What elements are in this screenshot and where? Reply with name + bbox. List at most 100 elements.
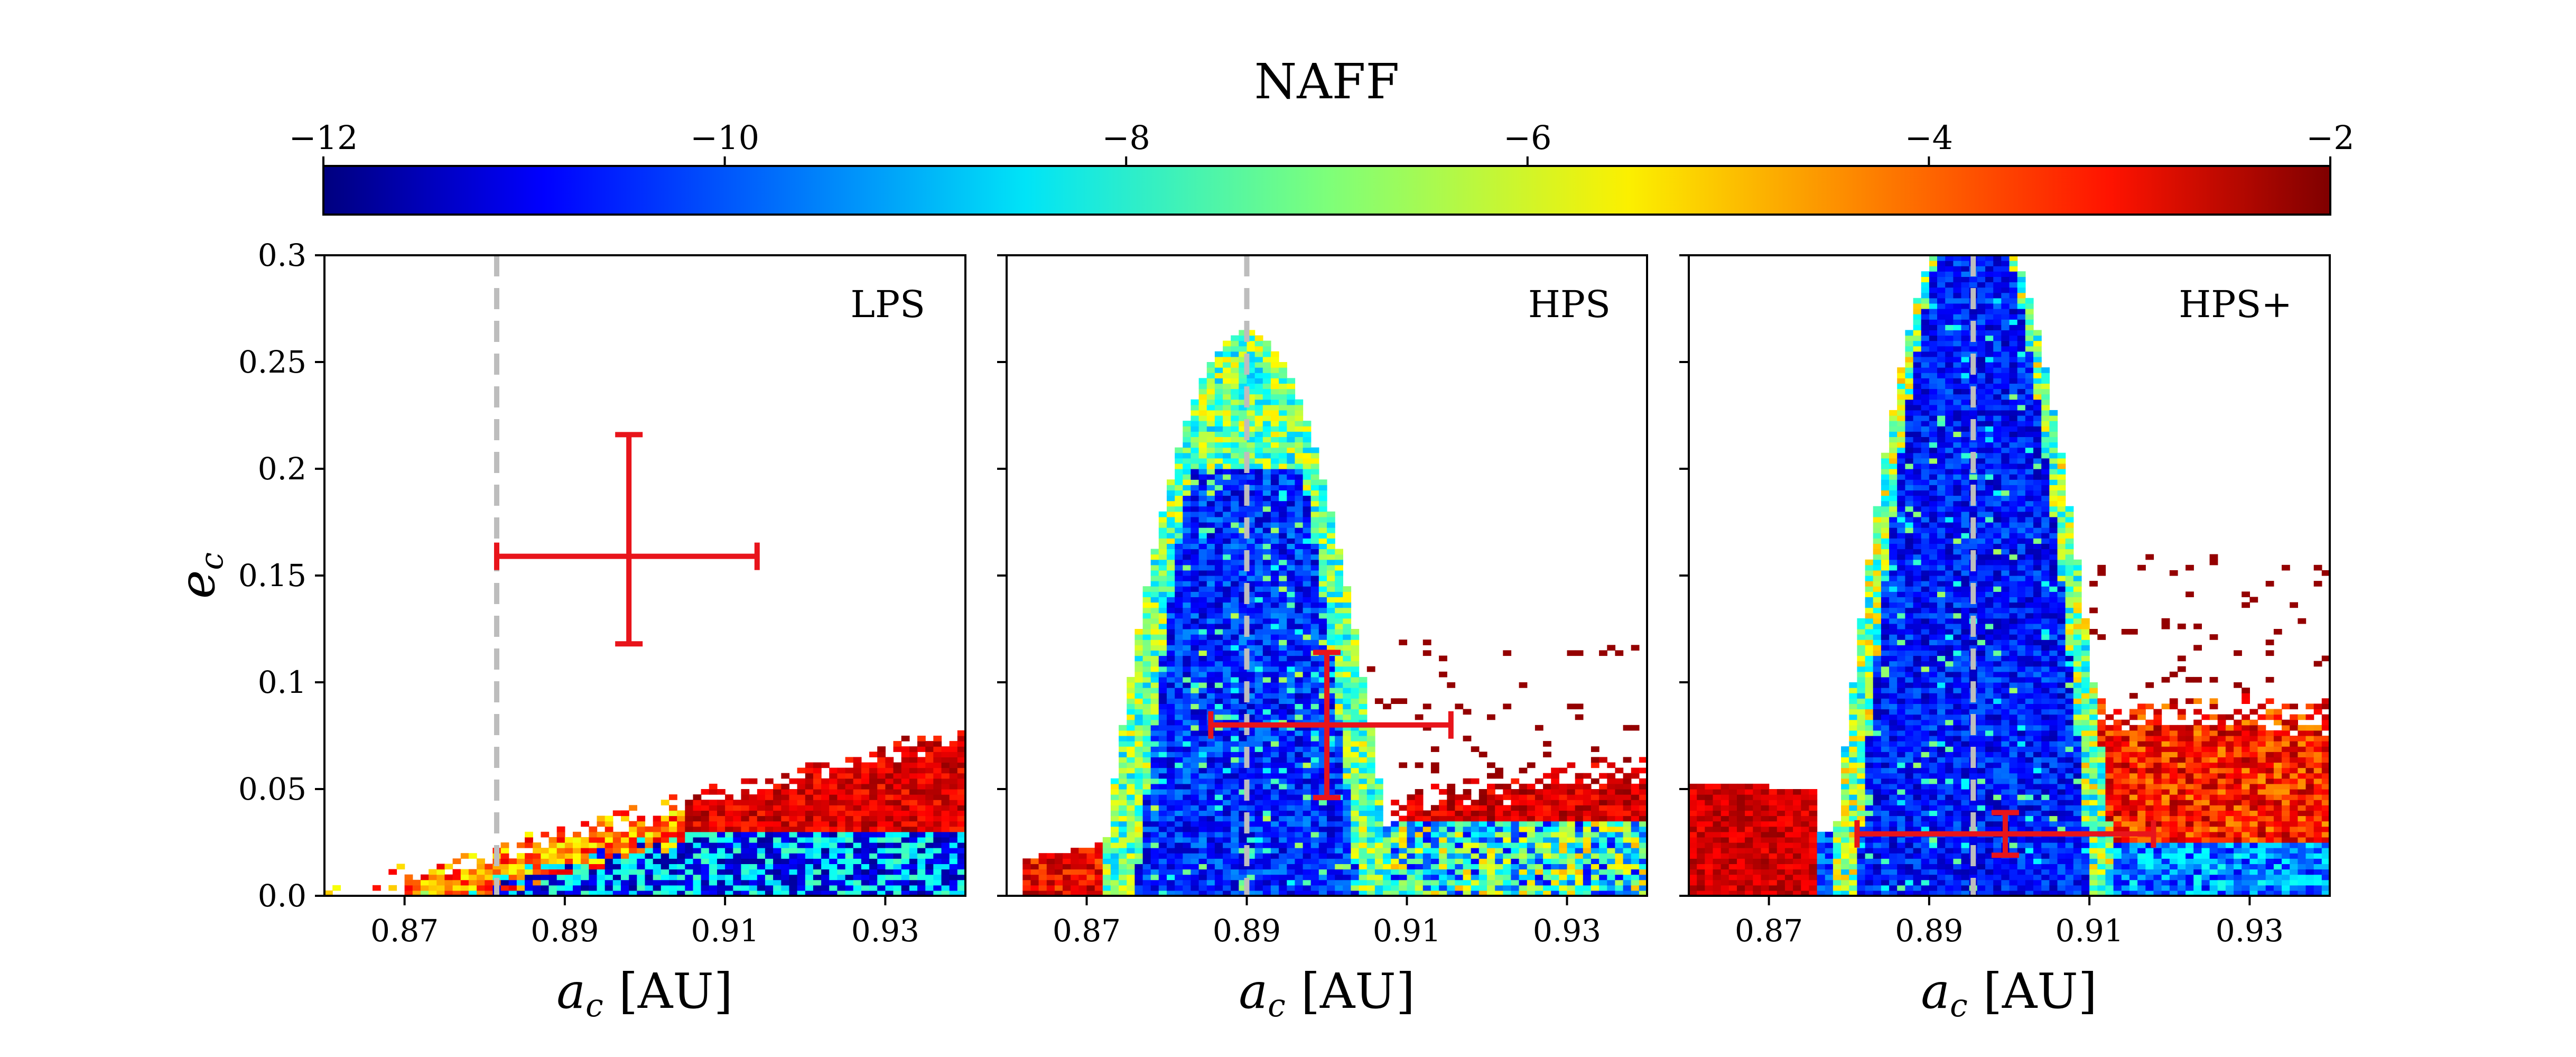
- heatmap-cell: [1327, 789, 1335, 795]
- heatmap-cell: [1191, 618, 1199, 624]
- heatmap-cell: [1262, 527, 1271, 533]
- heatmap-cell: [829, 810, 838, 817]
- heatmap-cell: [901, 858, 910, 864]
- heatmap-cell: [1359, 879, 1368, 886]
- heatmap-cell: [797, 815, 806, 822]
- heatmap-cell: [612, 837, 621, 843]
- heatmap-cell: [1134, 693, 1143, 699]
- heatmap-cell: [1478, 789, 1487, 795]
- heatmap-cell: [1551, 864, 1559, 870]
- heatmap-cell: [581, 885, 589, 891]
- heatmap-cell: [1198, 554, 1207, 560]
- heatmap-cell: [1142, 666, 1151, 672]
- heatmap-cell: [500, 842, 509, 848]
- heatmap-cell: [853, 800, 862, 805]
- heatmap-cell: [1478, 805, 1487, 811]
- heatmap-cell: [1254, 500, 1263, 507]
- heatmap-cell: [1158, 666, 1167, 672]
- heatmap-cell: [1279, 629, 1287, 635]
- heatmap-cell: [1183, 576, 1192, 581]
- heatmap-cell: [1270, 543, 1279, 550]
- heatmap-cell: [1102, 848, 1111, 854]
- heatmap-cell: [941, 821, 950, 827]
- heatmap-cell: [1231, 650, 1239, 656]
- heatmap-cell: [837, 890, 846, 896]
- heatmap-cell: [1335, 693, 1343, 699]
- heatmap-cell: [1777, 853, 1785, 859]
- heatmap-cell: [885, 885, 894, 891]
- heatmap-cell: [1310, 527, 1319, 533]
- heatmap-cell: [1198, 485, 1207, 490]
- heatmap-cell: [1583, 879, 1592, 886]
- heatmap-cell: [1167, 821, 1175, 827]
- heatmap-cell: [1287, 463, 1296, 469]
- heatmap-cell: [805, 837, 814, 843]
- heatmap-cell: [1303, 538, 1312, 544]
- heatmap-cell: [1191, 864, 1199, 870]
- heatmap-cell: [693, 853, 702, 859]
- heatmap-cell: [901, 778, 910, 784]
- heatmap-cell: [1119, 885, 1127, 891]
- heatmap-cell: [1303, 533, 1312, 539]
- heatmap-cell: [1535, 864, 1543, 870]
- heatmap-cell: [741, 810, 750, 817]
- heatmap-cell: [421, 885, 429, 891]
- heatmap-cell: [1262, 853, 1271, 859]
- heatmap-cell: [1383, 703, 1391, 710]
- heatmap-cell: [1543, 821, 1551, 827]
- heatmap-cell: [1527, 762, 1536, 768]
- heatmap-cell: [1439, 874, 1447, 880]
- heatmap-cell: [1175, 559, 1183, 565]
- heatmap-cell: [1254, 362, 1263, 368]
- heatmap-cell: [1279, 538, 1287, 544]
- heatmap-cell: [1327, 682, 1335, 688]
- heatmap-cell: [1262, 618, 1271, 624]
- heatmap-cell: [829, 848, 838, 854]
- heatmap-cell: [733, 815, 742, 822]
- heatmap-cell: [1287, 421, 1296, 426]
- heatmap-cell: [1623, 800, 1632, 805]
- heatmap-cell: [1303, 671, 1312, 678]
- heatmap-cell: [1495, 815, 1503, 822]
- heatmap-cell: [1158, 778, 1167, 784]
- heatmap-cell: [1270, 703, 1279, 710]
- heatmap-cell: [1471, 874, 1480, 880]
- heatmap-cell: [685, 837, 694, 843]
- heatmap-cell: [1254, 815, 1263, 822]
- heatmap-cell: [404, 874, 413, 880]
- heatmap-cell: [1270, 874, 1279, 880]
- heatmap-cell: [1239, 469, 1248, 475]
- heatmap-cell: [1223, 431, 1231, 437]
- heatmap-cell: [1607, 842, 1616, 848]
- heatmap-cell: [1038, 853, 1047, 859]
- heatmap-cell: [1303, 864, 1312, 870]
- heatmap-cell: [1254, 351, 1263, 357]
- heatmap-cell: [877, 874, 886, 880]
- heatmap-cell: [941, 815, 950, 822]
- heatmap-cell: [1359, 794, 1368, 800]
- heatmap-cell: [941, 757, 950, 763]
- heatmap-cell: [1150, 676, 1159, 683]
- heatmap-cell: [869, 874, 878, 880]
- heatmap-cell: [1327, 890, 1335, 896]
- heatmap-cell: [1254, 373, 1263, 378]
- heatmap-cell: [1295, 698, 1304, 704]
- heatmap-cell: [1214, 576, 1223, 581]
- heatmap-cell: [1119, 778, 1127, 784]
- heatmap-cell: [637, 831, 646, 838]
- heatmap-cell: [781, 885, 790, 891]
- heatmap-cell: [693, 800, 702, 805]
- heatmap-cell: [1191, 576, 1199, 581]
- heatmap-cell: [1150, 559, 1159, 565]
- heatmap-cell: [1239, 383, 1248, 390]
- heatmap-cell: [1191, 783, 1199, 790]
- heatmap-cell: [1615, 826, 1624, 832]
- heatmap-cell: [1343, 602, 1352, 608]
- heatmap-cell: [1318, 879, 1327, 886]
- heatmap-cell: [1287, 383, 1296, 390]
- heatmap-cell: [1279, 452, 1287, 459]
- heatmap-cell: [1615, 767, 1624, 774]
- heatmap-cell: [1206, 570, 1215, 576]
- heatmap-cell: [1415, 805, 1424, 811]
- heatmap-cell: [1279, 655, 1287, 662]
